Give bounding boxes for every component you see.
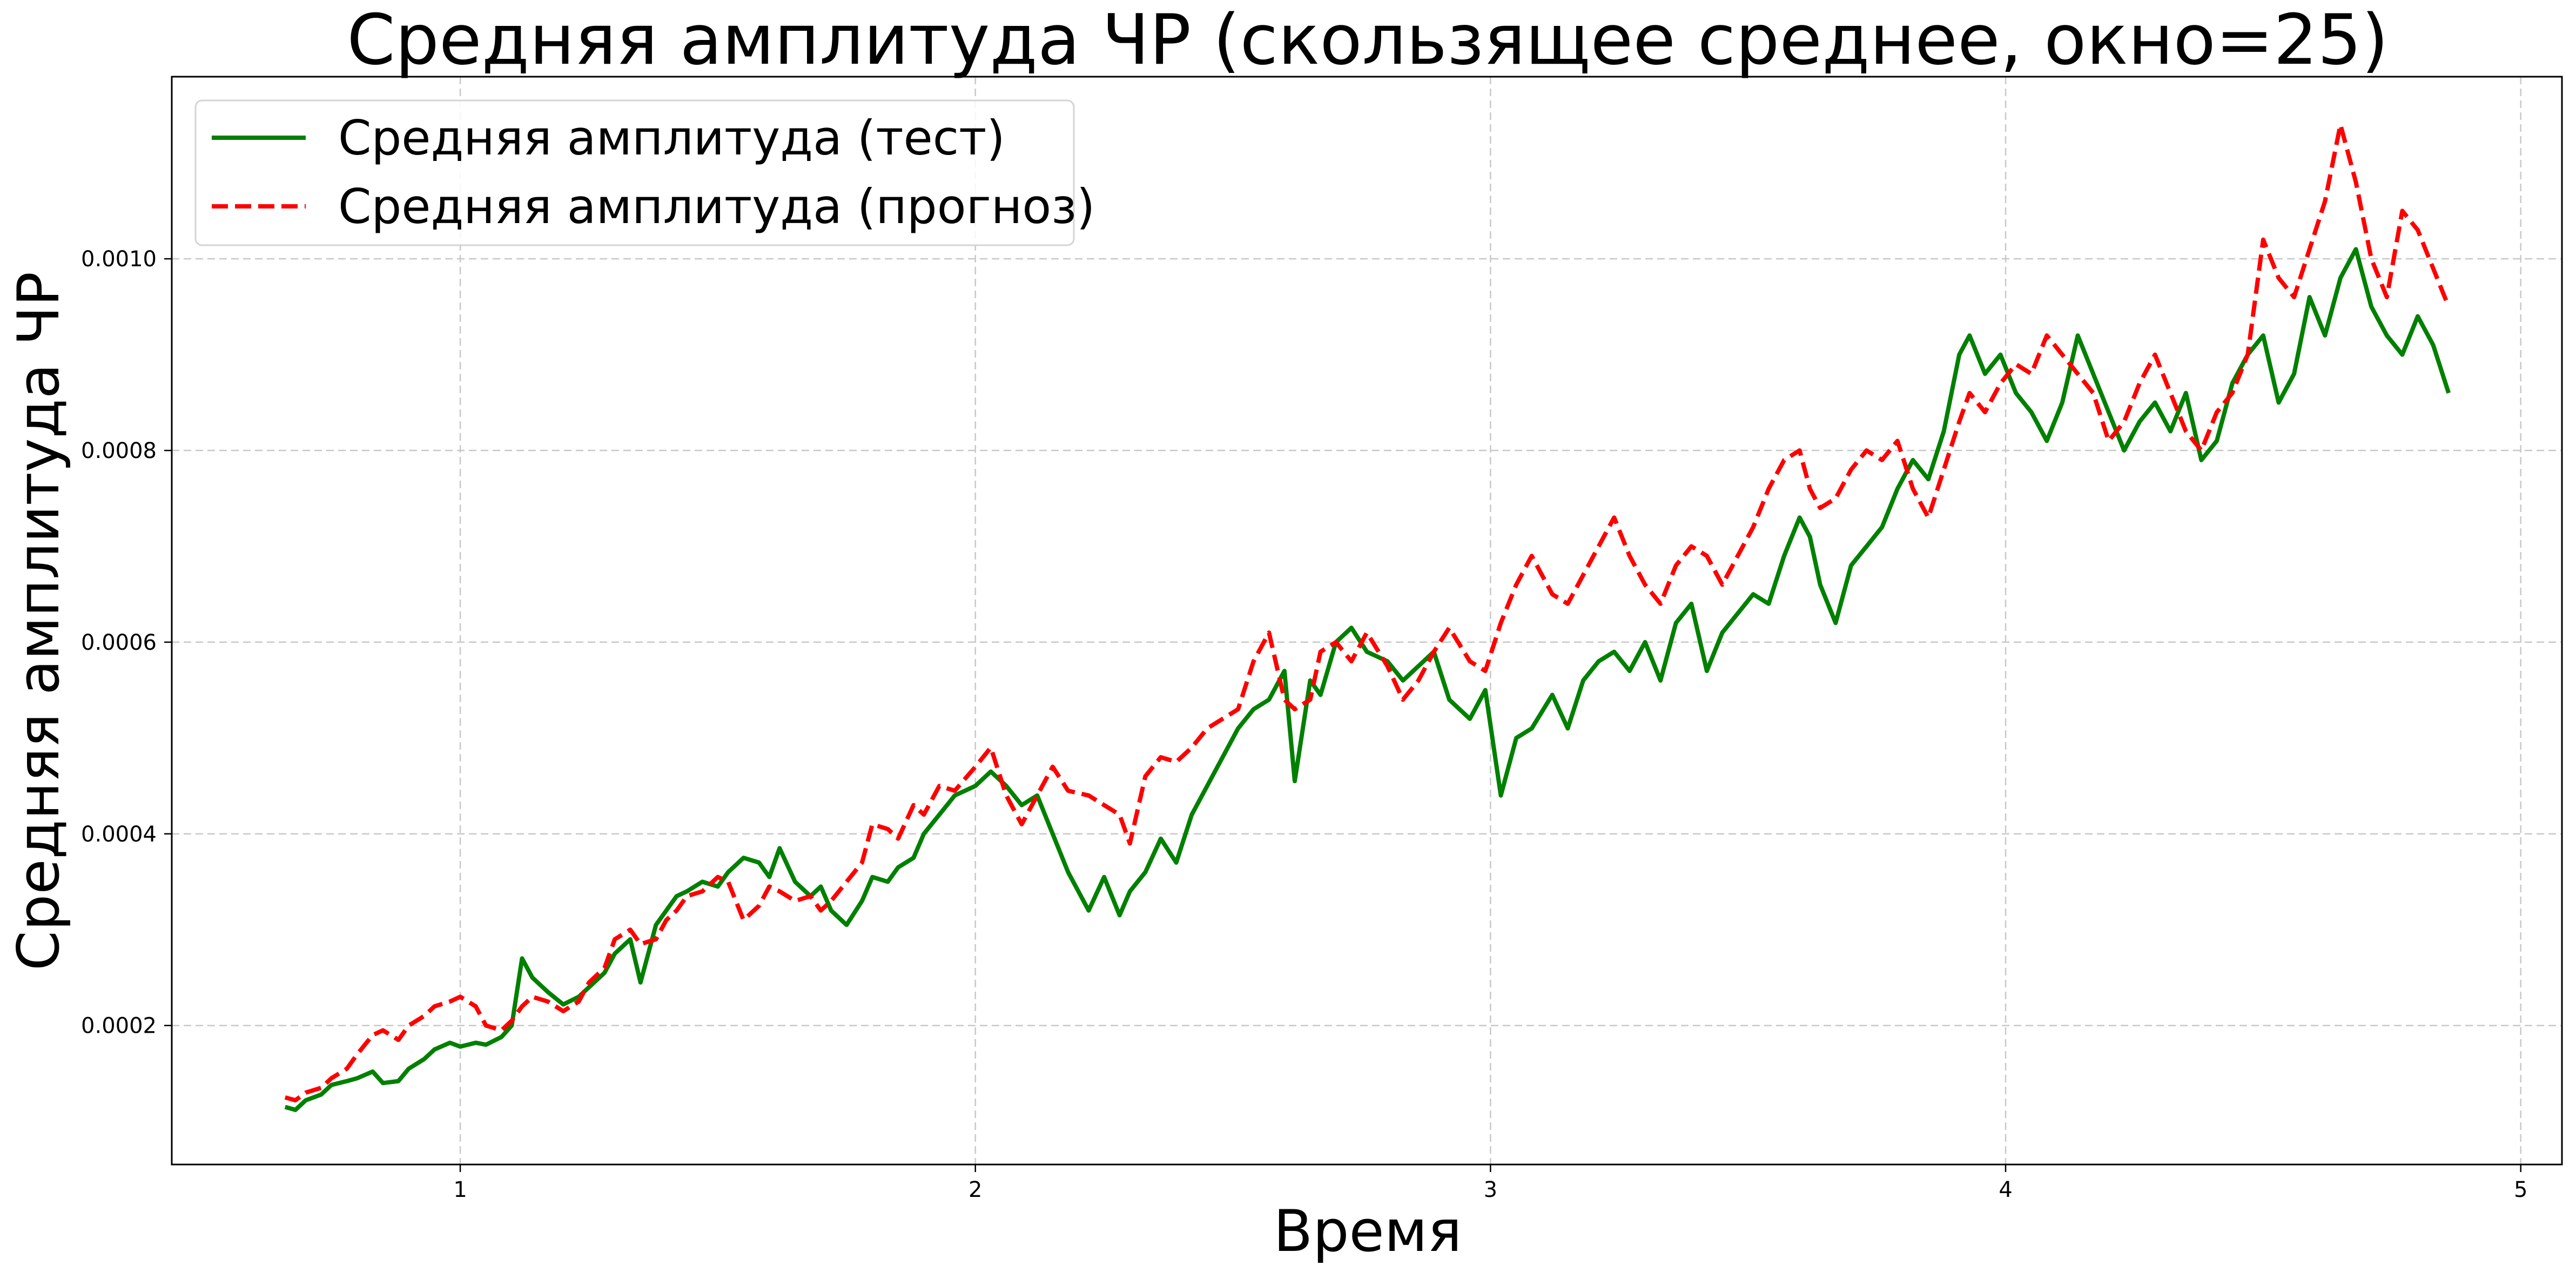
series-line-test (284, 247, 2451, 1112)
x-tick-label: 2 (968, 1177, 982, 1202)
y-axis-label: Средняя амплитуда ЧР (5, 272, 72, 971)
x-axis-ticks: 1 2 3 4 5 (453, 1164, 2527, 1202)
legend-label-forecast: Средняя амплитуда (прогноз) (338, 179, 1095, 234)
y-axis-ticks: 0.0002 0.0004 0.0006 0.0008 0.0010 (81, 247, 172, 1039)
x-tick-label: 4 (1999, 1177, 2012, 1202)
x-tick-label: 3 (1484, 1177, 1497, 1202)
x-tick-label: 1 (453, 1177, 467, 1202)
y-tick-label: 0.0002 (81, 1014, 157, 1039)
y-tick-label: 0.0004 (81, 822, 157, 847)
chart-title: Средняя амплитуда ЧР (скользящее среднее… (347, 0, 2389, 80)
legend-label-test: Средняя амплитуда (тест) (338, 110, 1005, 166)
series-lines (284, 122, 2451, 1112)
y-tick-label: 0.0010 (81, 247, 157, 272)
x-axis-label: Время (1274, 1198, 1462, 1264)
grid-lines (172, 77, 2562, 1164)
x-tick-label: 5 (2514, 1177, 2527, 1202)
y-tick-label: 0.0006 (81, 630, 157, 655)
legend-box (194, 99, 1075, 246)
y-tick-label: 0.0008 (81, 439, 157, 463)
legend: Средняя амплитуда (тест) Средняя амплиту… (194, 99, 1095, 246)
plot-frame (171, 76, 2563, 1166)
